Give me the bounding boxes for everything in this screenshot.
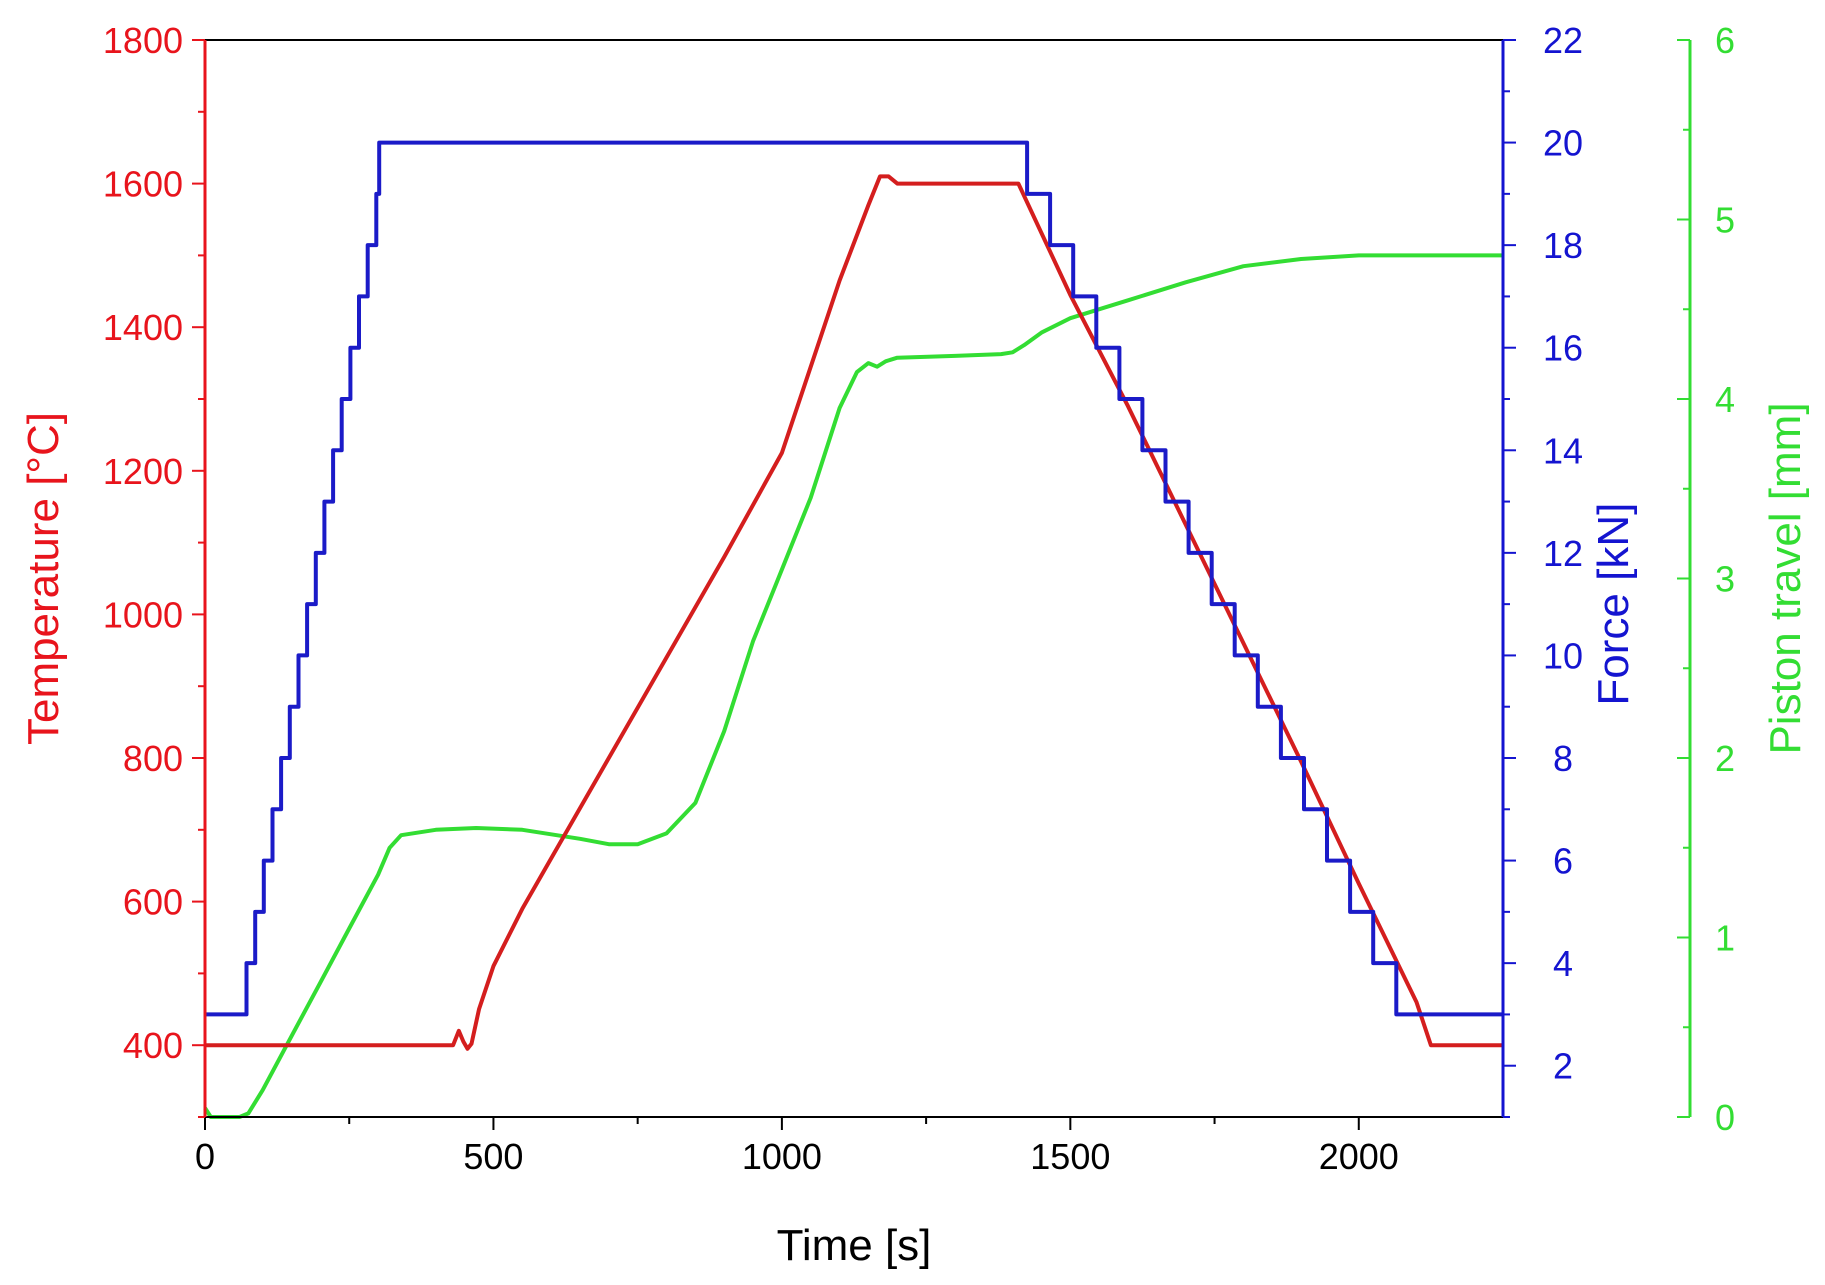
- force-tick-label: 8: [1553, 738, 1573, 779]
- force-tick-label: 4: [1553, 943, 1573, 984]
- x-tick-label: 1500: [1030, 1136, 1110, 1177]
- x-tick-label: 2000: [1319, 1136, 1399, 1177]
- temperature-tick-label: 1000: [103, 594, 183, 635]
- piston-tick-label: 4: [1715, 379, 1735, 420]
- piston-tick-label: 1: [1715, 918, 1735, 959]
- force-tick-label: 18: [1543, 225, 1583, 266]
- series-layer: [203, 140, 1503, 1119]
- series-line-temperature: [205, 174, 1503, 1051]
- piston-tick-label: 2: [1715, 738, 1735, 779]
- plot-frame: [204, 39, 1504, 1118]
- x-tick-label: 500: [463, 1136, 523, 1177]
- series-line-piston-travel: [203, 253, 1503, 1119]
- force-tick-label: 2: [1553, 1046, 1573, 1087]
- force-tick-label: 14: [1543, 430, 1583, 471]
- temperature-tick-label: 400: [123, 1025, 183, 1066]
- temperature-tick-label: 1400: [103, 307, 183, 348]
- force-tick-label: 10: [1543, 635, 1583, 676]
- temperature-tick-label: 600: [123, 882, 183, 923]
- series-line-force: [205, 140, 1503, 1017]
- x-axis-title: Time [s]: [777, 1221, 932, 1270]
- temperature-tick-label: 800: [123, 738, 183, 779]
- piston-tick-label: 5: [1715, 200, 1735, 241]
- temperature-tick-label: 1600: [103, 164, 183, 205]
- force-tick-label: 12: [1543, 533, 1583, 574]
- temperature-tick-label: 1800: [103, 20, 183, 61]
- axis-layer: 0 500 1000 1500 2000400600800100012001400160…: [103, 20, 1735, 1177]
- temperature-tick-label: 1200: [103, 451, 183, 492]
- y-axis-title-piston: Piston travel [mm]: [1761, 402, 1810, 754]
- force-tick-label: 6: [1553, 841, 1573, 882]
- piston-tick-label: 6: [1715, 20, 1735, 61]
- y-axis-title-temperature: Temperature [°C]: [19, 412, 68, 745]
- force-tick-label: 16: [1543, 328, 1583, 369]
- piston-tick-label: 3: [1715, 559, 1735, 600]
- piston-tick-label: 0: [1715, 1097, 1735, 1138]
- x-tick-label: 0: [195, 1136, 215, 1177]
- y-axis-title-force: Force [kN]: [1589, 503, 1638, 706]
- force-tick-label: 22: [1543, 20, 1583, 61]
- x-tick-label: 1000: [742, 1136, 822, 1177]
- force-tick-label: 20: [1543, 123, 1583, 164]
